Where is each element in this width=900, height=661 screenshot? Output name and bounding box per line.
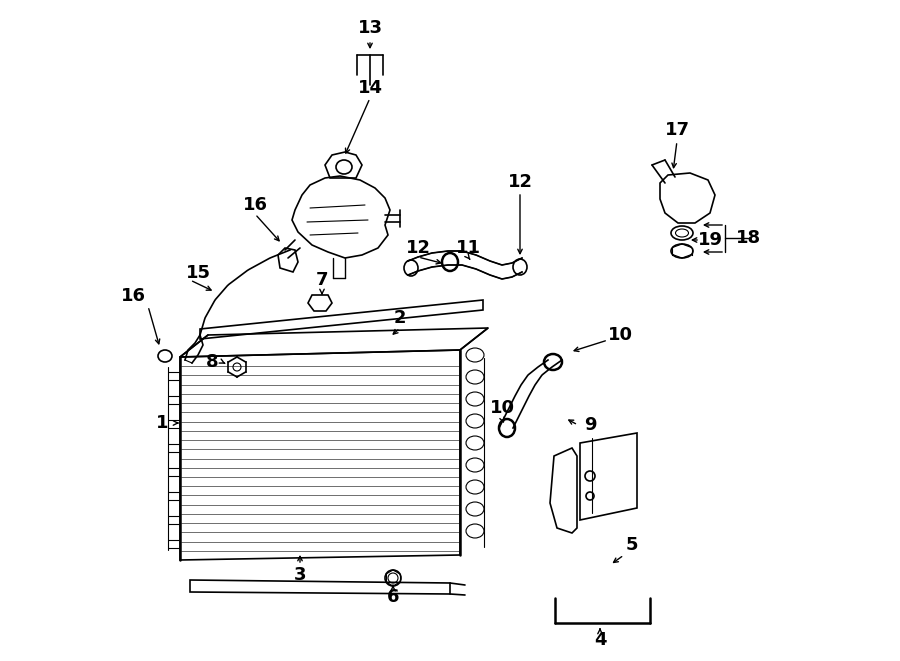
Text: 11: 11 bbox=[455, 239, 481, 257]
Text: 12: 12 bbox=[508, 173, 533, 191]
Text: 5: 5 bbox=[626, 536, 638, 554]
Text: 3: 3 bbox=[293, 566, 306, 584]
Text: 7: 7 bbox=[316, 271, 328, 289]
Text: 13: 13 bbox=[357, 19, 382, 37]
Text: 14: 14 bbox=[357, 79, 382, 97]
Text: 16: 16 bbox=[121, 287, 146, 305]
Text: 16: 16 bbox=[242, 196, 267, 214]
Text: 19: 19 bbox=[698, 231, 723, 249]
Text: 1: 1 bbox=[156, 414, 168, 432]
Text: 9: 9 bbox=[584, 416, 596, 434]
Text: 17: 17 bbox=[664, 121, 689, 139]
Text: 8: 8 bbox=[206, 353, 219, 371]
Text: 4: 4 bbox=[594, 631, 607, 649]
Text: 12: 12 bbox=[406, 239, 430, 257]
Text: 10: 10 bbox=[490, 399, 515, 417]
Text: 6: 6 bbox=[387, 588, 400, 606]
Text: 15: 15 bbox=[185, 264, 211, 282]
Text: 10: 10 bbox=[608, 326, 633, 344]
Text: 18: 18 bbox=[735, 229, 760, 247]
Text: 2: 2 bbox=[394, 309, 406, 327]
